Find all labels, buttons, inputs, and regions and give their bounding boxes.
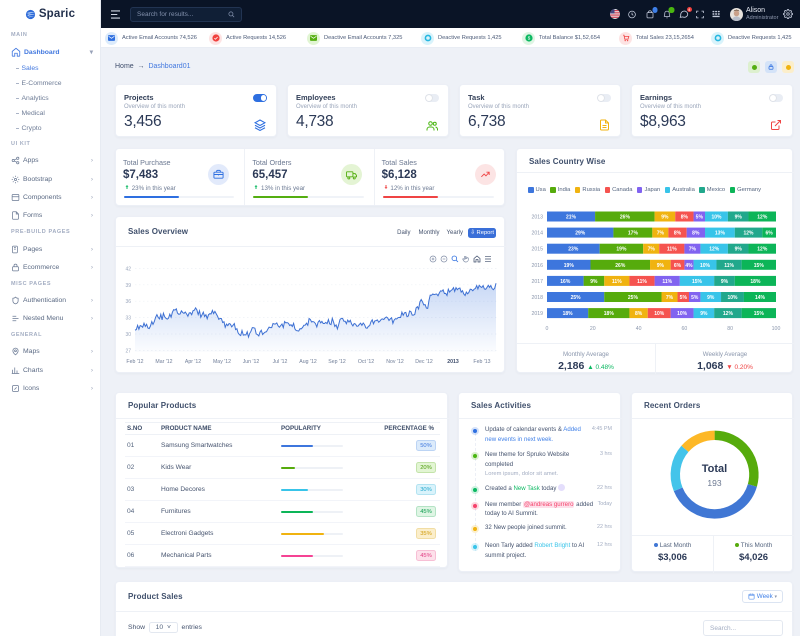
svg-text:100: 100 xyxy=(772,326,781,332)
svg-text:6%: 6% xyxy=(674,263,682,269)
svg-text:9%: 9% xyxy=(657,263,665,269)
svg-text:12%: 12% xyxy=(743,231,754,237)
svg-text:15%: 15% xyxy=(692,279,703,285)
svg-text:5%: 5% xyxy=(691,295,699,301)
svg-text:9%: 9% xyxy=(700,311,708,317)
svg-text:0: 0 xyxy=(546,326,549,332)
svg-text:12%: 12% xyxy=(757,215,768,221)
svg-text:12%: 12% xyxy=(757,247,768,253)
svg-text:Oct '12: Oct '12 xyxy=(358,359,374,365)
svg-text:9%: 9% xyxy=(707,295,715,301)
svg-text:13%: 13% xyxy=(715,231,726,237)
svg-text:26%: 26% xyxy=(615,263,626,269)
svg-text:10%: 10% xyxy=(654,311,665,317)
svg-text:7%: 7% xyxy=(657,231,665,237)
svg-text:Apr '12: Apr '12 xyxy=(185,359,201,365)
svg-text:Aug '12: Aug '12 xyxy=(299,359,317,365)
svg-text:Dec '12: Dec '12 xyxy=(415,359,433,365)
svg-text:26%: 26% xyxy=(620,215,631,221)
svg-text:27: 27 xyxy=(125,348,131,354)
svg-text:23%: 23% xyxy=(568,247,579,253)
svg-text:39: 39 xyxy=(125,283,131,289)
svg-text:25%: 25% xyxy=(628,295,639,301)
svg-text:36: 36 xyxy=(125,299,131,305)
svg-text:2016: 2016 xyxy=(531,263,543,269)
svg-text:11%: 11% xyxy=(637,279,647,285)
svg-text:17%: 17% xyxy=(628,231,639,237)
svg-text:Nov '12: Nov '12 xyxy=(386,359,404,365)
svg-text:Jun '12: Jun '12 xyxy=(243,359,260,365)
svg-text:Sep '12: Sep '12 xyxy=(328,359,346,365)
svg-text:18%: 18% xyxy=(750,279,761,285)
svg-text:2013: 2013 xyxy=(447,359,459,365)
svg-text:7%: 7% xyxy=(666,295,674,301)
svg-text:18%: 18% xyxy=(604,311,615,317)
svg-text:19%: 19% xyxy=(616,247,627,253)
svg-text:9%: 9% xyxy=(735,247,743,253)
svg-text:11%: 11% xyxy=(667,247,677,253)
svg-text:40: 40 xyxy=(636,326,642,332)
svg-text:12%: 12% xyxy=(709,247,720,253)
svg-text:8%: 8% xyxy=(635,311,643,317)
svg-text:Mar '12: Mar '12 xyxy=(155,359,172,365)
svg-text:11%: 11% xyxy=(662,279,672,285)
svg-text:$: $ xyxy=(527,36,530,41)
svg-text:5%: 5% xyxy=(696,215,704,221)
svg-text:12%: 12% xyxy=(723,311,734,317)
svg-text:8%: 8% xyxy=(681,215,689,221)
svg-text:2014: 2014 xyxy=(531,231,543,237)
svg-text:11%: 11% xyxy=(724,263,734,269)
svg-text:10%: 10% xyxy=(700,263,711,269)
svg-text:8%: 8% xyxy=(674,231,682,237)
svg-text:9%: 9% xyxy=(735,215,743,221)
svg-text:16%: 16% xyxy=(560,279,571,285)
svg-text:9%: 9% xyxy=(661,215,669,221)
svg-text:18%: 18% xyxy=(563,311,574,317)
svg-text:15%: 15% xyxy=(754,263,765,269)
svg-text:Feb '13: Feb '13 xyxy=(473,359,490,365)
svg-text:5%: 5% xyxy=(680,295,688,301)
svg-text:21%: 21% xyxy=(566,215,577,221)
svg-text:10%: 10% xyxy=(677,311,688,317)
svg-text:9%: 9% xyxy=(590,279,598,285)
svg-text:80: 80 xyxy=(727,326,733,332)
svg-text:20: 20 xyxy=(590,326,596,332)
svg-text:2013: 2013 xyxy=(531,215,543,221)
svg-text:8%: 8% xyxy=(692,231,700,237)
svg-text:7%: 7% xyxy=(689,247,697,253)
svg-text:25%: 25% xyxy=(571,295,582,301)
svg-text:2018: 2018 xyxy=(531,295,543,301)
svg-text:6%: 6% xyxy=(765,231,773,237)
svg-text:2015: 2015 xyxy=(531,247,543,253)
svg-text:May '12: May '12 xyxy=(213,359,231,365)
svg-text:10%: 10% xyxy=(711,215,722,221)
svg-text:Feb '12: Feb '12 xyxy=(126,359,143,365)
svg-text:30: 30 xyxy=(125,332,131,338)
svg-text:9%: 9% xyxy=(721,279,729,285)
svg-text:15%: 15% xyxy=(754,311,765,317)
svg-text:42: 42 xyxy=(125,266,131,272)
svg-text:Jul '12: Jul '12 xyxy=(273,359,288,365)
svg-text:2017: 2017 xyxy=(531,279,543,285)
svg-text:60: 60 xyxy=(682,326,688,332)
svg-text:4%: 4% xyxy=(685,263,693,269)
svg-text:14%: 14% xyxy=(755,295,766,301)
svg-text:29%: 29% xyxy=(575,231,586,237)
svg-text:7%: 7% xyxy=(648,247,656,253)
svg-text:11%: 11% xyxy=(612,279,622,285)
svg-text:33: 33 xyxy=(125,316,131,322)
svg-text:2019: 2019 xyxy=(531,311,543,317)
svg-text:10%: 10% xyxy=(727,295,738,301)
svg-text:19%: 19% xyxy=(564,263,575,269)
